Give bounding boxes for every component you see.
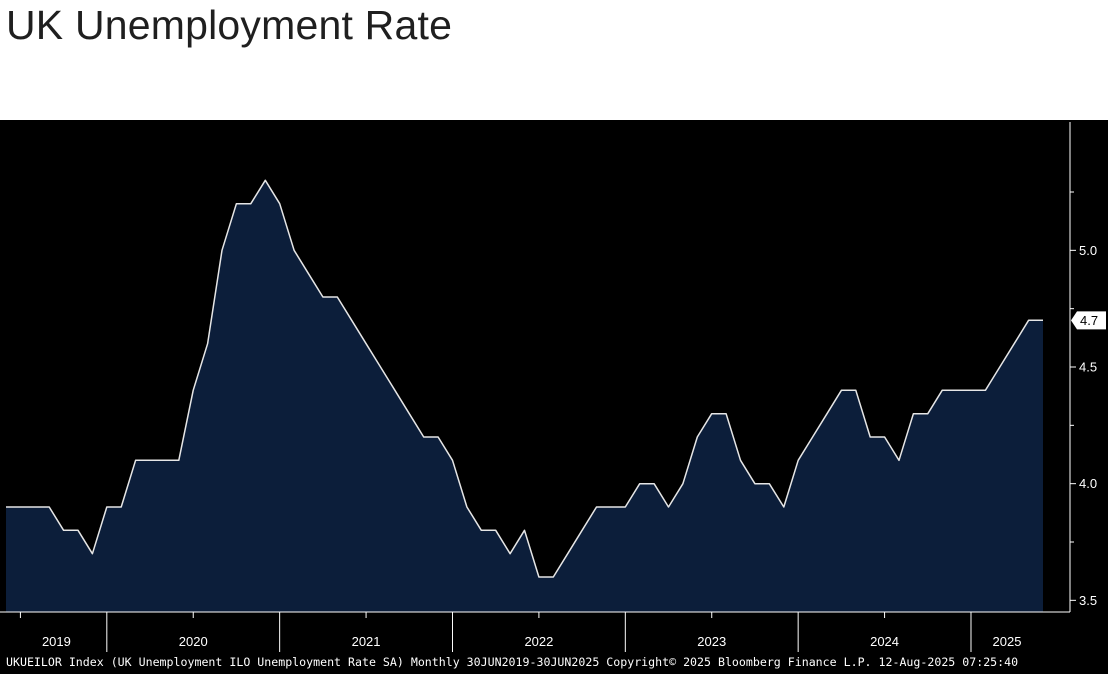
- page-title: UK Unemployment Rate: [6, 2, 453, 48]
- x-tick-label-2020: 2020: [179, 634, 208, 649]
- x-tick-label-2025: 2025: [993, 634, 1022, 649]
- x-tick-label-2019: 2019: [42, 634, 71, 649]
- y-tick-label-4.0: 4.0: [1079, 476, 1097, 491]
- y-axis: 3.5 4.0 4.5 5.0 4.7: [1069, 122, 1106, 612]
- x-axis: 2019 2020 2021 2022 2023 2024 2025: [0, 611, 1070, 652]
- x-tick-label-2022: 2022: [524, 634, 553, 649]
- series-line: [6, 179, 1043, 578]
- y-tick-label-4.5: 4.5: [1079, 360, 1097, 375]
- series-area: [6, 180, 1043, 613]
- x-tick-label-2023: 2023: [697, 634, 726, 649]
- footer-source-text: UKUEILOR Index (UK Unemployment ILO Unem…: [6, 655, 1018, 669]
- last-value-label: 4.7: [1080, 313, 1098, 328]
- x-tick-label-2021: 2021: [352, 634, 381, 649]
- x-tick-label-2024: 2024: [870, 634, 899, 649]
- y-tick-label-3.5: 3.5: [1079, 593, 1097, 608]
- last-value-marker: [1071, 311, 1106, 330]
- y-tick-label-5.0: 5.0: [1079, 243, 1097, 258]
- plot-area: [6, 179, 1043, 613]
